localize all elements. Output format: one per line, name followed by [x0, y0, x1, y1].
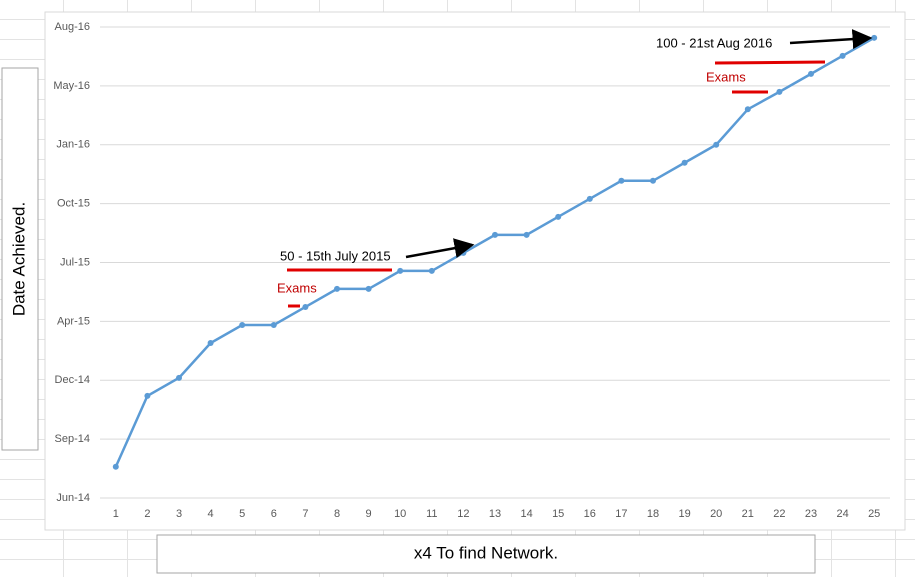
x-tick-label: 6	[271, 508, 277, 520]
data-point	[523, 231, 530, 238]
data-point	[428, 267, 435, 274]
data-point	[334, 285, 340, 292]
y-title-box	[1, 67, 39, 451]
y-tick-label: Sep-14	[55, 433, 90, 445]
data-point	[871, 34, 878, 41]
data-point	[207, 340, 214, 347]
x-tick-label: 23	[805, 508, 817, 520]
data-point	[302, 303, 309, 310]
x-title-box	[156, 534, 816, 574]
data-point	[176, 374, 182, 381]
y-tick-label: Aug-16	[55, 21, 90, 33]
data-point	[239, 321, 246, 328]
data-point	[270, 321, 277, 328]
x-tick-label: 17	[615, 508, 627, 520]
x-tick-label: 13	[489, 508, 501, 520]
data-point	[397, 267, 404, 274]
arrow	[789, 29, 873, 50]
x-tick-label: 4	[208, 508, 214, 520]
x-tick-label: 9	[366, 508, 372, 520]
y-axis-title: Date Achieved.	[9, 202, 28, 316]
data-point	[744, 106, 751, 113]
y-tick-label: Jan-16	[56, 139, 90, 151]
y-tick-label: May-16	[53, 80, 90, 92]
annotation: 100 - 21st Aug 2016	[656, 35, 772, 50]
x-tick-label: 3	[176, 508, 182, 520]
data-point	[776, 88, 783, 95]
data-point	[808, 70, 814, 77]
data-point	[839, 52, 846, 59]
exam-line	[714, 60, 826, 65]
annotation: 50 - 15th July 2015	[280, 248, 391, 263]
x-tick-label: 24	[836, 508, 848, 520]
arrow	[405, 238, 475, 259]
x-tick-label: 25	[868, 508, 880, 520]
data-point	[681, 159, 688, 166]
y-tick-label: Oct-15	[57, 198, 90, 210]
data-point	[555, 213, 562, 220]
y-tick-label: Jul-15	[60, 256, 90, 268]
x-axis-title: x4 To find Network.	[414, 543, 558, 562]
x-tick-label: 21	[742, 508, 754, 520]
x-tick-label: 8	[334, 508, 340, 520]
x-tick-label: 20	[710, 508, 722, 520]
data-point	[492, 231, 498, 238]
x-tick-label: 19	[678, 508, 690, 520]
x-tick-label: 15	[552, 508, 564, 520]
chart-area	[44, 11, 906, 531]
annotation: Exams	[706, 69, 746, 84]
y-tick-label: Jun-14	[56, 492, 90, 504]
data-point	[112, 463, 119, 470]
x-tick-label: 1	[113, 508, 119, 520]
x-tick-label: 22	[773, 508, 785, 520]
data-point	[586, 195, 593, 202]
x-tick-label: 14	[520, 508, 532, 520]
y-tick-label: Dec-14	[55, 374, 90, 386]
x-tick-label: 7	[302, 508, 308, 520]
x-tick-label: 10	[394, 508, 406, 520]
x-tick-label: 5	[239, 508, 245, 520]
data-point	[618, 177, 625, 184]
x-tick-label: 2	[144, 508, 150, 520]
x-tick-label: 18	[647, 508, 659, 520]
data-point	[144, 392, 151, 399]
x-tick-label: 16	[584, 508, 596, 520]
x-tick-label: 12	[457, 508, 469, 520]
x-tick-label: 11	[426, 508, 437, 520]
data-point	[460, 249, 467, 256]
annotation: Exams	[277, 280, 317, 295]
data-point	[650, 177, 656, 184]
y-tick-label: Apr-15	[57, 315, 90, 327]
plot: Jun-14 Sep-14 Dec-14 Apr-15 Jul-15 Oct-15 Jan-…	[53, 21, 890, 520]
data-point	[365, 285, 372, 292]
data-point	[713, 141, 720, 148]
